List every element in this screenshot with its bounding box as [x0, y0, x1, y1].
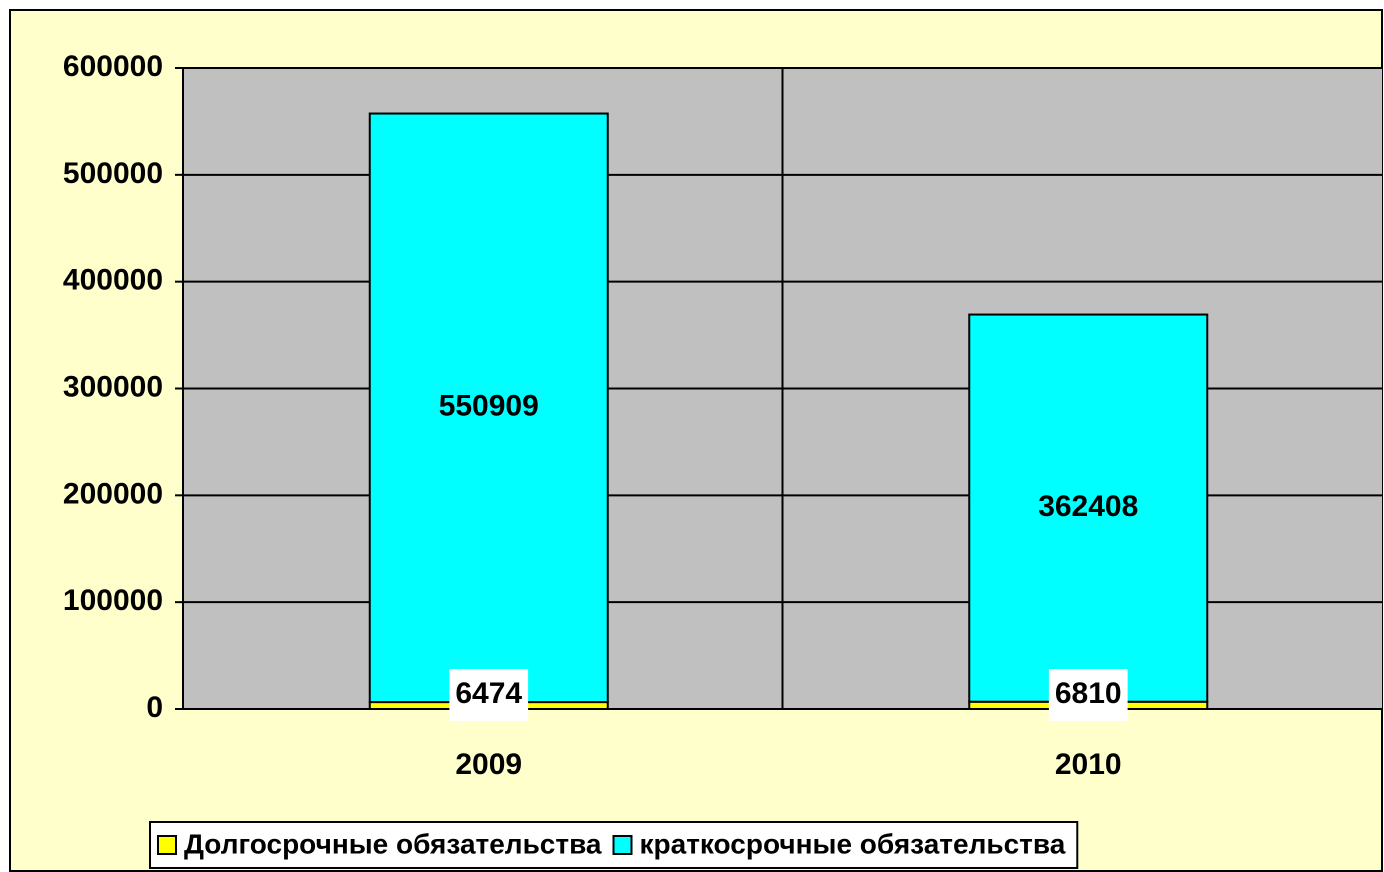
legend-swatch [612, 835, 633, 855]
bar-segment [368, 112, 609, 704]
data-label: 362408 [1038, 490, 1138, 523]
x-tick-label: 2010 [1055, 748, 1122, 781]
y-tick-label: 0 [146, 691, 163, 724]
legend-swatch [157, 835, 177, 855]
data-label: 6474 [455, 677, 522, 710]
data-label-group: 6810 [1048, 669, 1128, 721]
y-tick-label: 600000 [63, 50, 163, 83]
y-tick-label: 300000 [63, 370, 163, 403]
data-label-group: 6474 [449, 669, 529, 721]
bar-segment [968, 313, 1209, 703]
y-tick-label: 200000 [63, 477, 163, 510]
legend: Долгосрочные обязательства краткосрочные … [149, 821, 1079, 869]
legend-label: Долгосрочные обязательства [184, 828, 602, 859]
y-tick-label: 500000 [63, 157, 163, 190]
data-label-bg [449, 669, 529, 721]
data-label: 550909 [439, 390, 539, 423]
y-tick-label: 100000 [63, 584, 163, 617]
x-tick-label: 2009 [455, 748, 522, 781]
data-label-bg [1048, 669, 1128, 721]
data-label: 6810 [1055, 677, 1122, 710]
legend-label: краткосрочные обязательства [640, 828, 1066, 859]
y-tick-label: 400000 [63, 264, 163, 297]
